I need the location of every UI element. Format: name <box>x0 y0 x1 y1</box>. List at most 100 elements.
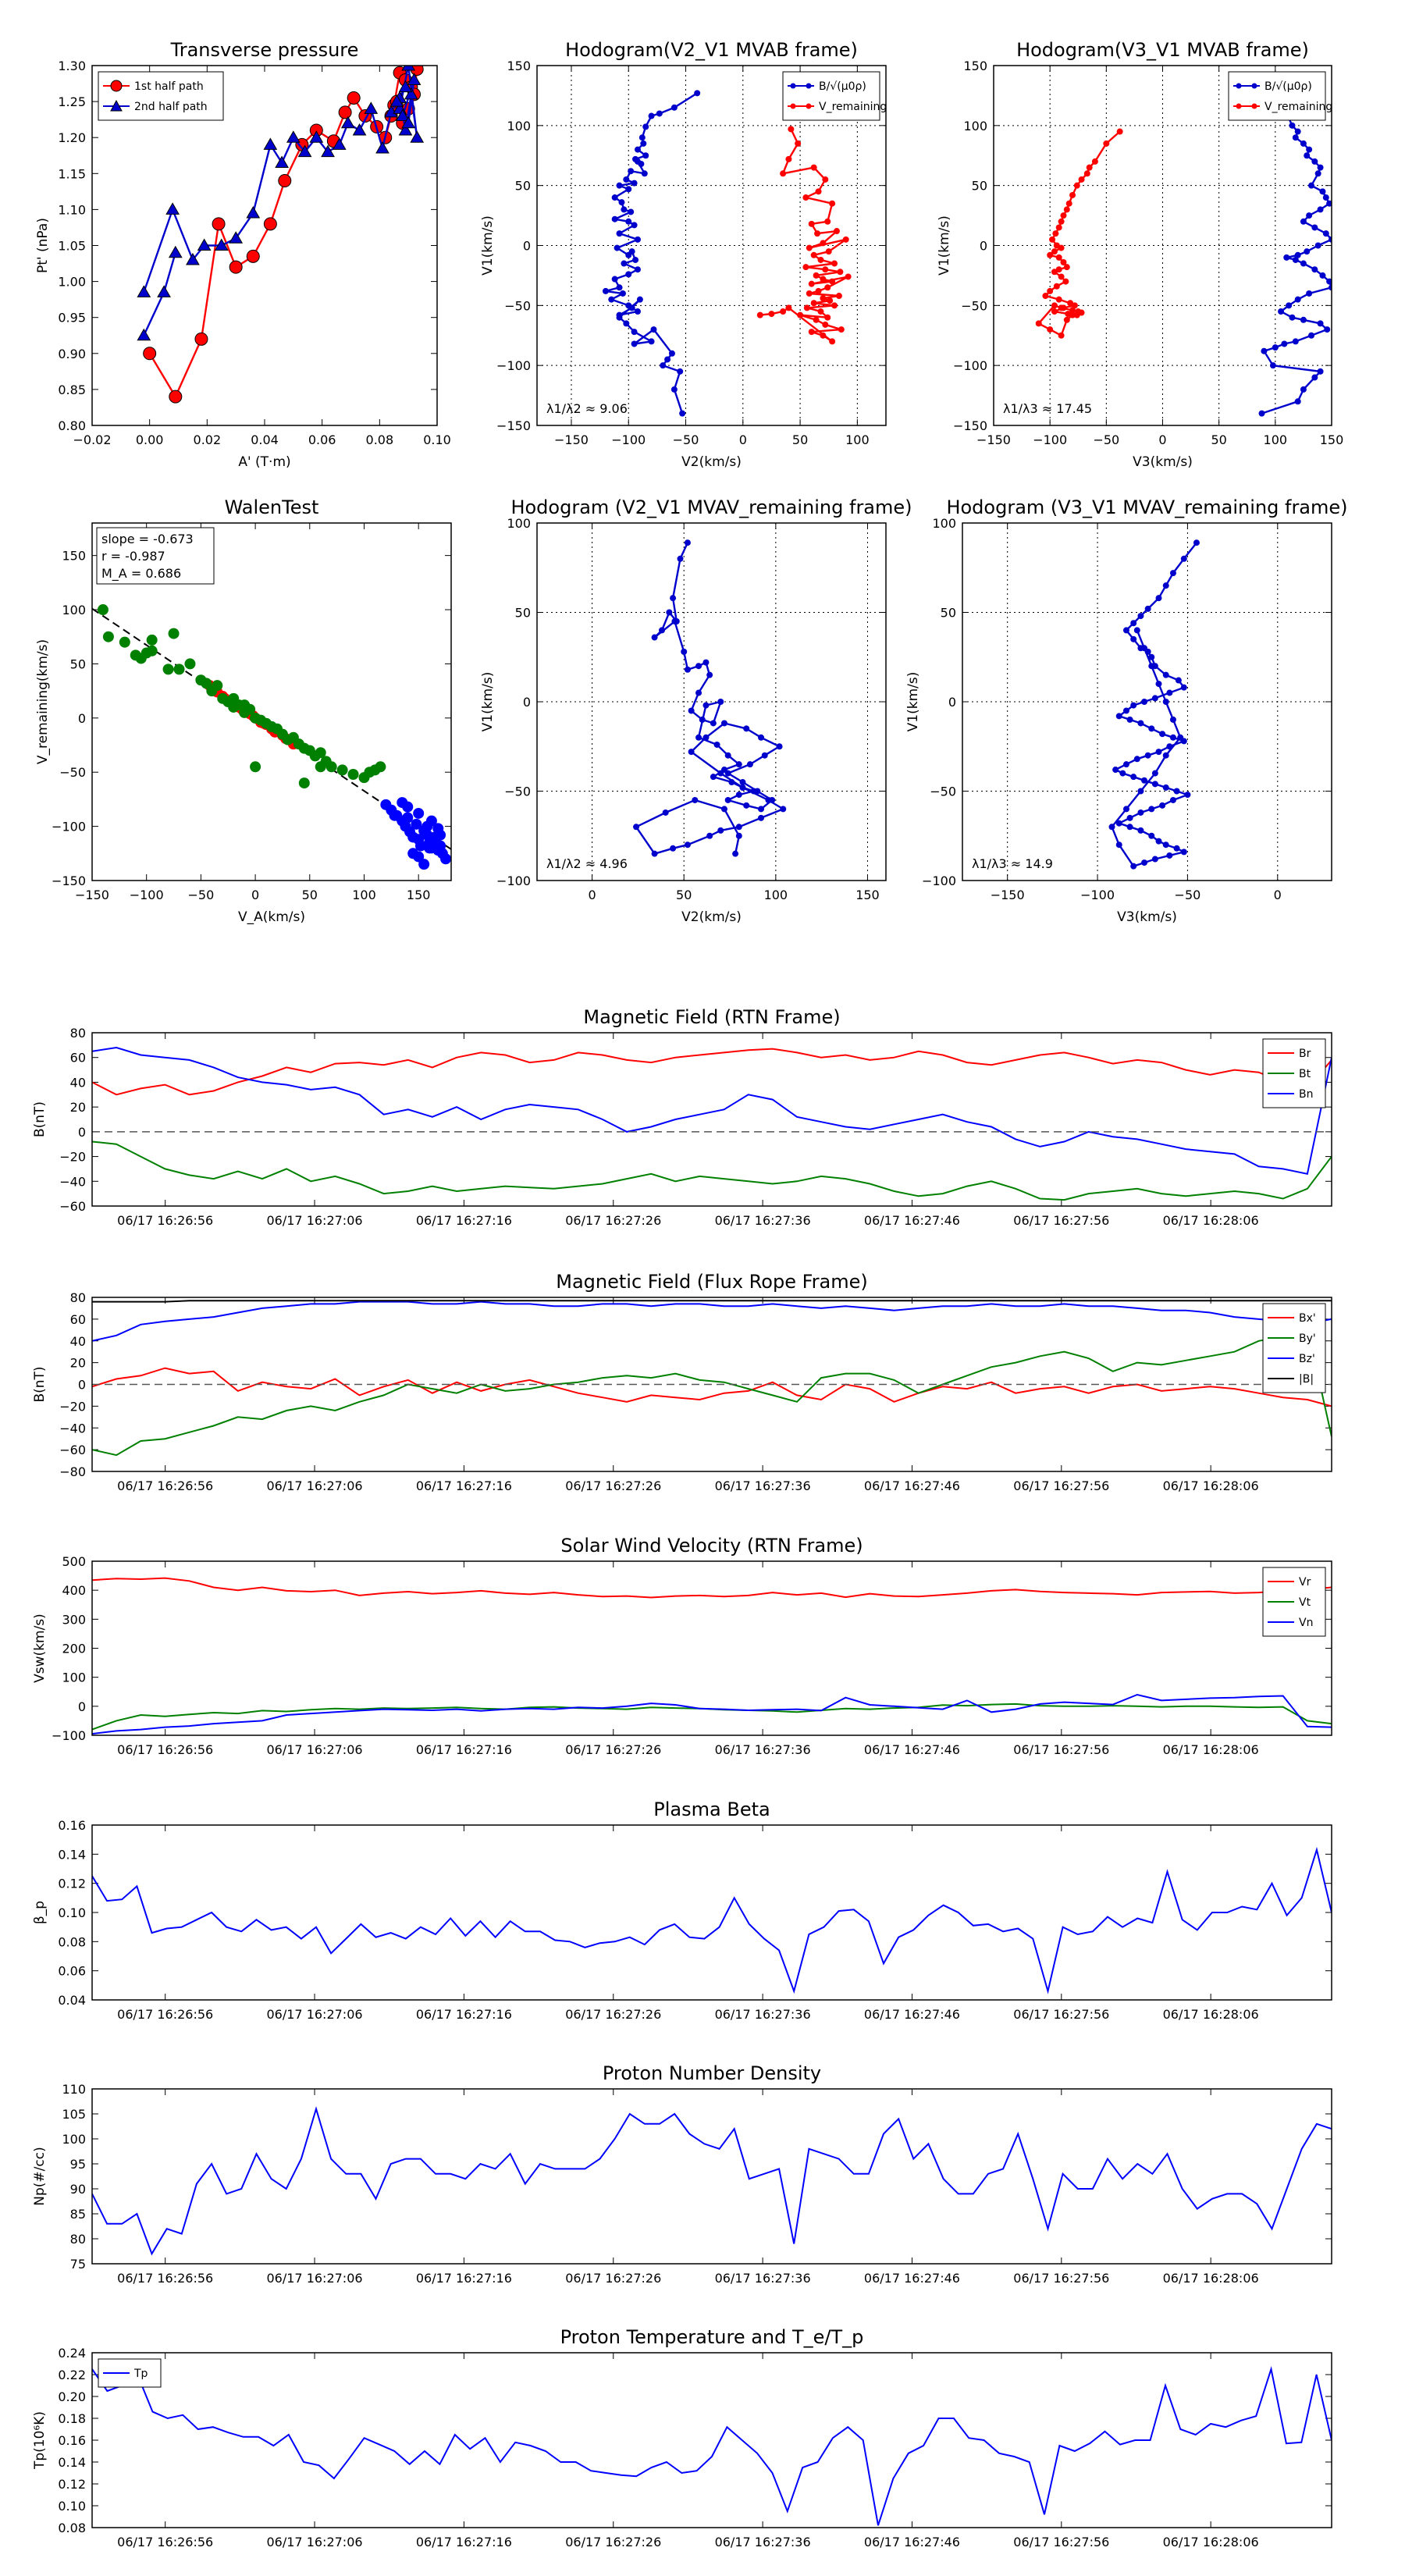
x-tick-label: −100 <box>1033 432 1067 447</box>
data-point <box>688 749 695 756</box>
data-point <box>332 137 347 150</box>
data-point <box>621 260 628 267</box>
y-tick-label: −80 <box>59 1464 86 1479</box>
y-tick-label: 0.08 <box>58 2521 86 2535</box>
data-point <box>621 206 628 213</box>
x-tick-label: 0 <box>1274 888 1282 902</box>
data-point <box>802 264 809 271</box>
y-tick-label: 0 <box>78 711 86 726</box>
data-point <box>1311 224 1318 231</box>
chart-title: Magnetic Field (Flux Rope Frame) <box>556 1271 867 1293</box>
data-point <box>638 134 646 141</box>
y-tick-label: −100 <box>496 358 531 373</box>
data-point <box>1304 248 1311 255</box>
data-point <box>1137 720 1144 727</box>
data-point <box>1193 539 1200 546</box>
data-point <box>1151 856 1158 863</box>
data-point <box>699 716 706 723</box>
data-point <box>1115 713 1122 720</box>
y-tick-label: 50 <box>941 606 956 621</box>
data-point <box>829 278 836 285</box>
time-tick-label: 06/17 16:27:16 <box>416 1742 512 1757</box>
data-point <box>137 285 151 297</box>
legend-marker <box>806 103 812 109</box>
chart-title: Magnetic Field (RTN Frame) <box>583 1006 840 1028</box>
data-point <box>808 280 815 287</box>
data-point <box>776 743 783 750</box>
legend-label: Bz' <box>1299 1353 1315 1365</box>
y-tick-label: 300 <box>62 1612 86 1627</box>
data-point <box>1169 734 1176 741</box>
data-point <box>168 628 180 639</box>
x-tick-label: 50 <box>1211 432 1226 447</box>
data-point <box>623 176 630 183</box>
data-point <box>1141 645 1148 652</box>
data-point <box>1130 863 1137 870</box>
data-point <box>1122 806 1129 813</box>
series-line-Bz' <box>92 1300 1332 1342</box>
data-point <box>651 634 658 641</box>
data-point <box>810 300 817 307</box>
data-point <box>1047 326 1054 333</box>
plot-frame <box>536 522 887 881</box>
data-point <box>278 174 292 188</box>
y-tick-label: 0.22 <box>58 2368 86 2382</box>
plot-area <box>633 539 787 857</box>
data-point <box>1324 326 1331 333</box>
data-point <box>1326 200 1332 207</box>
x-tick-label: 100 <box>1264 432 1288 447</box>
y-tick-label: −60 <box>59 1199 86 1214</box>
stats-ma: M_A = 0.686 <box>101 566 181 582</box>
data-point <box>1137 809 1144 816</box>
y-tick-label: 0.80 <box>58 418 86 433</box>
y-tick-label: 0.90 <box>58 347 86 361</box>
y-tick-label: 0.16 <box>58 1818 86 1833</box>
chart-title: Solar Wind Velocity (RTN Frame) <box>560 1535 863 1557</box>
data-point <box>1294 398 1301 405</box>
time-tick-label: 06/17 16:27:26 <box>565 1478 661 1493</box>
data-point <box>1148 725 1155 732</box>
y-tick-label: 0 <box>523 695 531 710</box>
data-point <box>1062 278 1069 285</box>
data-point <box>1306 290 1313 297</box>
data-point <box>677 555 684 562</box>
y-tick-label: 0.14 <box>58 2455 86 2470</box>
data-point <box>820 332 827 339</box>
legend-label: Bx' <box>1299 1312 1316 1325</box>
data-point <box>702 702 710 709</box>
y-tick-label: 100 <box>62 1670 86 1685</box>
data-point <box>656 110 663 117</box>
data-point <box>1137 613 1144 620</box>
data-point <box>1300 140 1307 147</box>
stats-r: r = -0.987 <box>101 549 165 564</box>
data-point <box>246 249 260 263</box>
y-tick-label: −100 <box>953 358 987 373</box>
time-tick-label: 06/17 16:26:56 <box>117 2271 213 2286</box>
x-tick-label: 0.10 <box>423 432 451 447</box>
data-point <box>815 188 822 195</box>
data-point <box>780 806 787 813</box>
data-point <box>1075 308 1082 315</box>
series-line-β_p <box>92 1846 1332 1994</box>
data-point <box>1317 206 1324 213</box>
time-tick-label: 06/17 16:27:36 <box>715 1478 811 1493</box>
time-tick-label: 06/17 16:27:06 <box>267 1213 363 1228</box>
data-point <box>1261 347 1268 354</box>
data-point <box>418 859 430 870</box>
plot-area <box>1108 539 1200 870</box>
y-tick-label: 0 <box>980 239 987 254</box>
data-point <box>785 304 792 311</box>
data-point <box>398 123 413 136</box>
data-point <box>720 806 727 813</box>
y-tick-label: 0.24 <box>58 2346 86 2361</box>
x-tick-label: −50 <box>1093 432 1119 447</box>
series-line-Bt <box>92 1140 1332 1201</box>
x-axis-label: V2(km/s) <box>681 454 742 470</box>
data-point <box>1294 296 1301 303</box>
data-point <box>628 208 635 215</box>
y-tick-label: 40 <box>70 1334 86 1349</box>
y-tick-label: 50 <box>515 179 531 194</box>
chart-hodo1-1: Hodogram(V2_V1 MVAB frame) −150 −100 −50 0 50… <box>480 39 887 470</box>
chart-hodo2-2: Hodogram(V3_V1 MVAB frame) −150 −100 −50 0 50… <box>937 39 1343 470</box>
data-point <box>815 287 822 294</box>
